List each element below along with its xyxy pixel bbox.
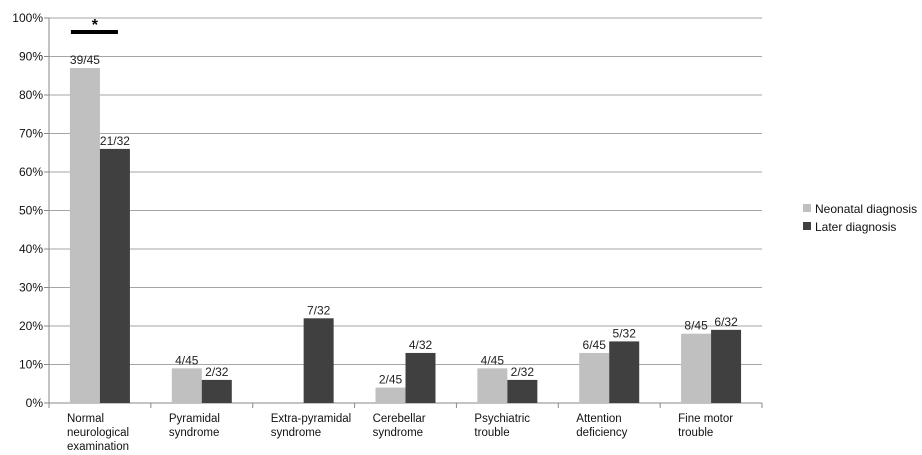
significance-bar bbox=[70, 30, 118, 34]
category-label-line: examination bbox=[67, 441, 129, 453]
y-tick-label: 80% bbox=[19, 88, 43, 102]
bar-later bbox=[711, 329, 742, 403]
y-axis: 0% 10% 20% 30% 40% 50% 60% 70% 80% 90% 100% bbox=[12, 11, 50, 410]
data-label: 7/32 bbox=[307, 303, 331, 317]
data-label: 2/32 bbox=[205, 365, 229, 379]
category-label-line: Psychiatric bbox=[474, 413, 530, 425]
category-label: Psychiatric trouble bbox=[474, 413, 530, 439]
category-label: Attention deficiency bbox=[576, 413, 627, 439]
x-axis: Normal neurological examination Pyramidal sy… bbox=[48, 402, 763, 453]
category-label-line: deficiency bbox=[576, 427, 627, 439]
y-tick-label: 30% bbox=[19, 281, 43, 295]
bar-later bbox=[405, 352, 436, 403]
y-tick-label: 100% bbox=[12, 11, 43, 25]
category-label: Extra-pyramidal syndrome bbox=[271, 413, 352, 439]
category-label-line: syndrome bbox=[271, 427, 322, 439]
legend-swatch bbox=[803, 222, 811, 230]
data-label: 2/32 bbox=[511, 365, 535, 379]
bar-neonatal bbox=[579, 352, 610, 403]
y-tick-label: 90% bbox=[19, 50, 43, 64]
category-label: Cerebellar syndrome bbox=[373, 413, 426, 439]
data-label: 4/32 bbox=[409, 338, 433, 352]
category-label-line: Cerebellar bbox=[373, 413, 426, 425]
category-label: Fine motor trouble bbox=[678, 413, 733, 439]
bar-later bbox=[303, 318, 334, 403]
y-tick-label: 20% bbox=[19, 319, 43, 333]
legend-label: Neonatal diagnosis bbox=[815, 202, 917, 216]
bar-neonatal bbox=[681, 333, 712, 403]
data-label: 2/45 bbox=[379, 373, 403, 387]
gridlines bbox=[49, 17, 762, 404]
category-label-line: Extra-pyramidal bbox=[271, 413, 352, 425]
y-tick-label: 0% bbox=[26, 396, 44, 410]
category-label-line: syndrome bbox=[169, 427, 220, 439]
data-label: 39/45 bbox=[70, 53, 100, 67]
data-label: 4/45 bbox=[175, 353, 199, 367]
data-label: 6/45 bbox=[583, 338, 607, 352]
bar-neonatal bbox=[375, 387, 406, 403]
data-label: 21/32 bbox=[100, 134, 130, 148]
legend: Neonatal diagnosis Later diagnosis bbox=[803, 202, 917, 234]
category-label-line: Pyramidal bbox=[169, 413, 220, 425]
y-tick-label: 10% bbox=[19, 358, 43, 372]
bar-neonatal bbox=[171, 368, 202, 403]
bar-later bbox=[201, 379, 232, 403]
data-labels: 39/45 21/32 4/45 2/32 7/32 2/45 4/32 4/45 2/32 6/… bbox=[70, 53, 738, 387]
bar-neonatal bbox=[477, 368, 508, 403]
category-label-line: trouble bbox=[474, 427, 509, 439]
category-label-line: Normal bbox=[67, 413, 104, 425]
category-label-line: trouble bbox=[678, 427, 713, 439]
bar-later bbox=[507, 379, 538, 403]
bars bbox=[69, 68, 742, 404]
y-tick-label: 70% bbox=[19, 127, 43, 141]
data-label: 5/32 bbox=[613, 326, 637, 340]
y-tick-label: 60% bbox=[19, 165, 43, 179]
y-tick-label: 50% bbox=[19, 204, 43, 218]
bar-later bbox=[99, 148, 130, 403]
significance-annotation: * bbox=[70, 17, 118, 34]
category-label-line: Attention bbox=[576, 413, 621, 425]
category-label: Pyramidal syndrome bbox=[169, 413, 220, 439]
category-label-line: Fine motor bbox=[678, 413, 733, 425]
y-tick-label: 40% bbox=[19, 242, 43, 256]
bar-later bbox=[609, 341, 640, 403]
data-label: 4/45 bbox=[481, 353, 505, 367]
data-label: 6/32 bbox=[714, 315, 738, 329]
data-label: 8/45 bbox=[684, 319, 708, 333]
category-label-line: syndrome bbox=[373, 427, 424, 439]
bar-neonatal bbox=[69, 68, 100, 404]
legend-swatch bbox=[803, 204, 811, 212]
category-label: Normal neurological examination bbox=[67, 413, 129, 453]
significance-star: * bbox=[92, 17, 99, 34]
category-label-line: neurological bbox=[67, 427, 129, 439]
legend-label: Later diagnosis bbox=[815, 220, 896, 234]
